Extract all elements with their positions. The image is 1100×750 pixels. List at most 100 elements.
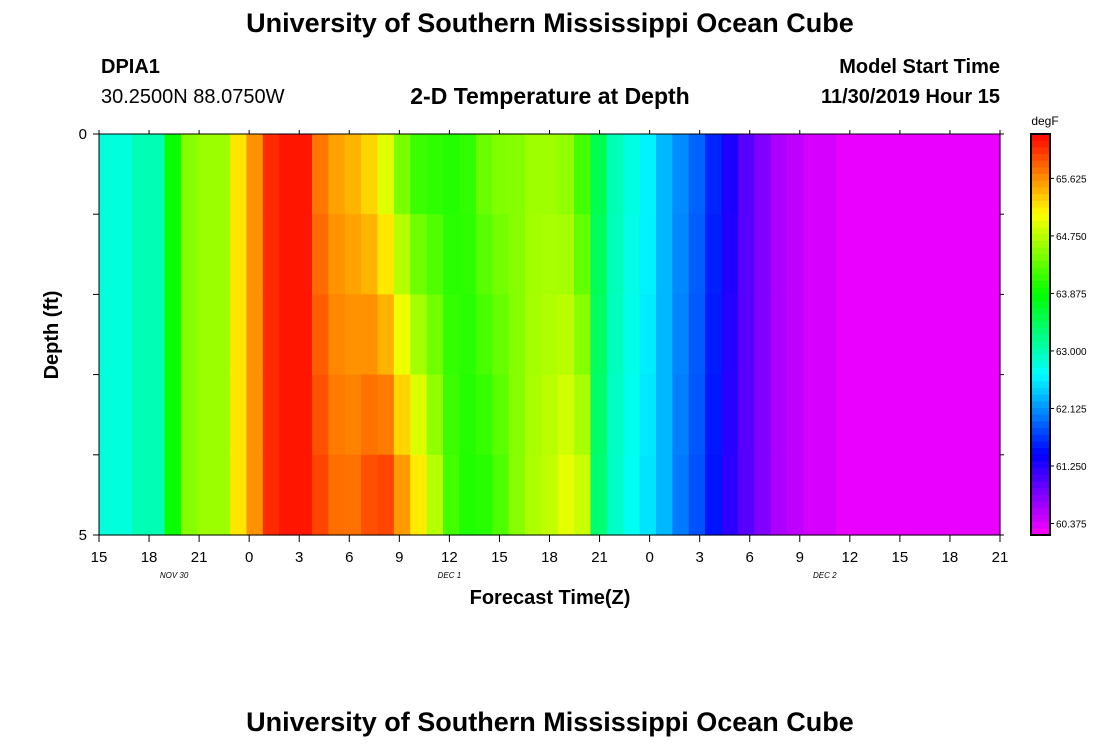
heatmap-cell	[787, 214, 805, 295]
colorbar-swatch	[1031, 134, 1050, 142]
heatmap-cell	[115, 134, 133, 215]
colorbar-tick-label: 63.000	[1056, 347, 1087, 358]
heatmap-cell	[426, 214, 444, 295]
heatmap-cell	[180, 454, 198, 536]
heatmap-cell	[868, 134, 886, 215]
heatmap-cell	[328, 134, 346, 215]
heatmap-cell	[262, 134, 280, 215]
heatmap-cell	[262, 214, 280, 295]
heatmap-cell	[131, 214, 149, 295]
heatmap-cell	[623, 294, 641, 376]
heatmap-cell	[803, 134, 821, 215]
heatmap-cell	[279, 134, 297, 215]
heatmap-cell	[410, 294, 428, 376]
heatmap-cell	[918, 294, 936, 376]
heatmap-cell	[197, 134, 215, 215]
heatmap-cell	[590, 454, 608, 536]
heatmap-cell	[524, 454, 542, 536]
colorbar-swatch	[1031, 140, 1050, 148]
heatmap-cell	[655, 134, 673, 215]
heatmap-cell	[688, 134, 706, 215]
heatmap-cell	[819, 214, 837, 295]
heatmap-cell	[655, 454, 673, 536]
heatmap-cell	[262, 294, 280, 376]
heatmap-cell	[934, 134, 952, 215]
heatmap-cell	[983, 214, 1001, 295]
x-axis-label: Forecast Time(Z)	[470, 587, 631, 609]
colorbar-frame	[1030, 133, 1051, 536]
x-tick-label: 6	[746, 549, 754, 566]
heatmap-cell	[639, 134, 657, 215]
heatmap-cell	[737, 134, 755, 215]
model-start-time: 11/30/2019 Hour 15	[820, 86, 1000, 108]
colorbar-tick-label: 64.750	[1056, 232, 1087, 243]
heatmap-cell	[868, 294, 886, 376]
heatmap-cell	[393, 214, 411, 295]
colorbar-swatch	[1031, 434, 1050, 443]
heatmap-cell	[524, 214, 542, 295]
heatmap-cell	[967, 374, 985, 456]
heatmap-cell	[770, 374, 788, 456]
colorbar-swatch	[1031, 294, 1050, 302]
heatmap-cell	[557, 454, 575, 536]
x-tick-label: 18	[541, 549, 558, 566]
date-label: DEC 1	[438, 571, 462, 580]
heatmap-cell	[311, 134, 329, 215]
heatmap-cell	[803, 454, 821, 536]
heatmap-cell	[852, 454, 870, 536]
heatmap-cell	[655, 214, 673, 295]
heatmap-cell	[246, 374, 264, 456]
y-axis-label: Depth (ft)	[41, 291, 63, 380]
heatmap-cell	[443, 374, 460, 456]
colorbar-swatch	[1031, 521, 1050, 529]
heatmap-cell	[983, 374, 1001, 456]
heatmap-cell	[295, 374, 313, 456]
heatmap-cell	[197, 374, 215, 456]
heatmap-cell	[311, 454, 329, 536]
heatmap-cell	[344, 214, 362, 295]
heatmap-cell	[361, 294, 379, 376]
heatmap-cell	[934, 294, 952, 376]
heatmap-cell	[770, 134, 788, 215]
heatmap-cell	[230, 294, 248, 376]
x-tick-label: 15	[491, 549, 508, 566]
heatmap-cell	[787, 454, 805, 536]
heatmap-cell	[754, 214, 772, 295]
heatmap-cell	[230, 134, 248, 215]
heatmap-cell	[361, 134, 379, 215]
heatmap-cell	[819, 134, 837, 215]
heatmap-cell	[721, 134, 739, 215]
colorbar-tick-label: 62.125	[1056, 404, 1087, 415]
colorbar-swatch	[1031, 314, 1050, 322]
heatmap-cell	[541, 294, 559, 376]
heatmap-cell	[606, 134, 624, 215]
colorbar-swatch	[1031, 494, 1050, 503]
x-tick-label: 15	[91, 549, 108, 566]
heatmap-cell	[443, 454, 460, 536]
heatmap-cell	[295, 294, 313, 376]
heatmap-cell	[131, 134, 149, 215]
colorbar-swatch	[1031, 354, 1050, 362]
heatmap-cell	[967, 294, 985, 376]
colorbar-swatch	[1031, 301, 1050, 309]
heatmap-cell	[688, 374, 706, 456]
heatmap-cell	[213, 134, 231, 215]
heatmap-cell	[852, 374, 870, 456]
heatmap-cell	[492, 454, 510, 536]
heatmap-cell	[246, 134, 264, 215]
heatmap-cell	[328, 374, 346, 456]
heatmap-cell	[426, 134, 444, 215]
heatmap-cell	[443, 294, 460, 376]
y-tick-label: 5	[79, 527, 87, 544]
heatmap-cell	[787, 134, 805, 215]
heatmap-cell	[574, 454, 592, 536]
heatmap-cell	[328, 294, 346, 376]
heatmap-cell	[164, 374, 182, 456]
heatmap-cell	[655, 374, 673, 456]
heatmap-cell	[639, 374, 657, 456]
colorbar-swatch	[1031, 347, 1050, 356]
colorbar-swatch	[1031, 220, 1050, 229]
heatmap-cell	[115, 454, 133, 536]
